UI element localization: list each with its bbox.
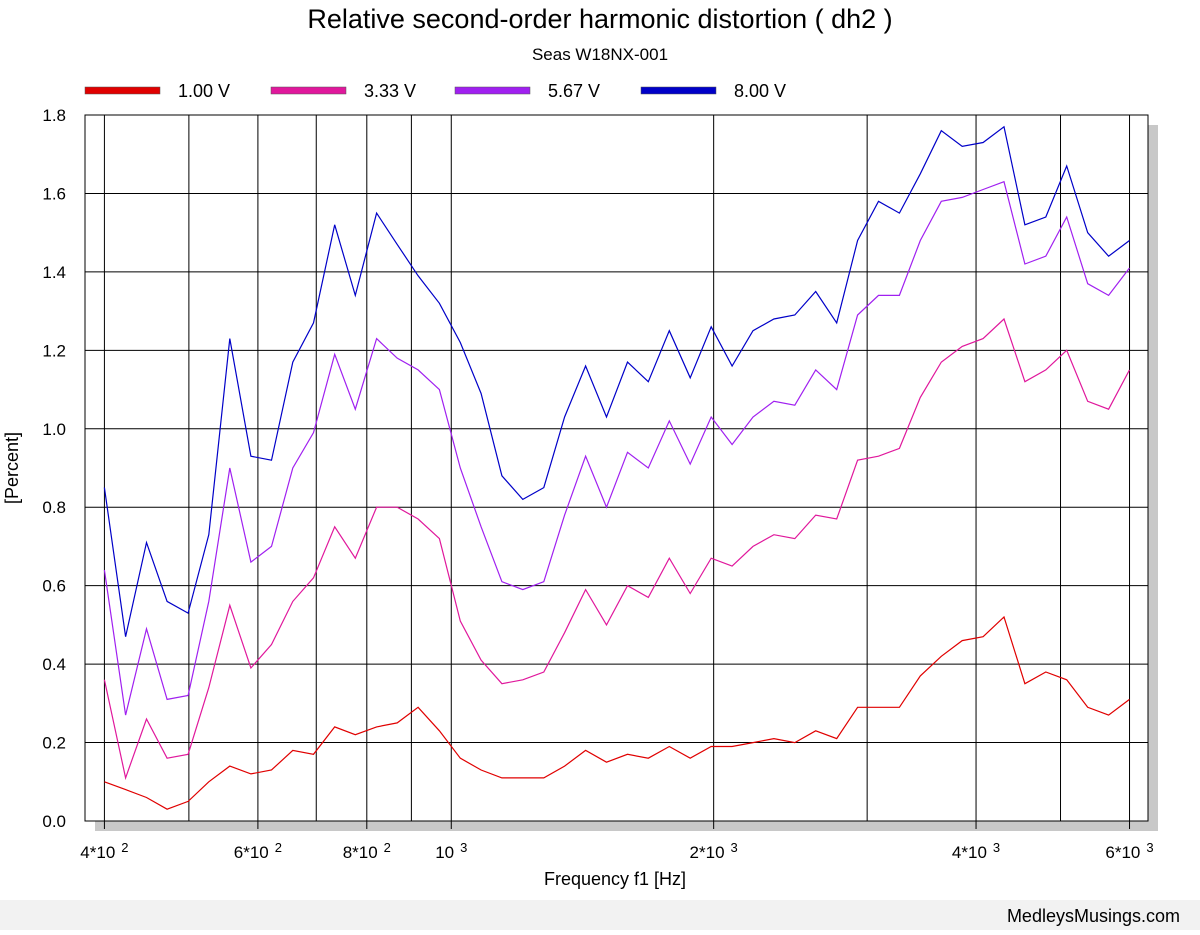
x-tick-label-base: 6*10 (1105, 843, 1140, 862)
y-tick-label: 0.2 (42, 734, 66, 753)
x-tick-label: 6*10 2 (234, 840, 282, 862)
x-tick-label-exponent: 2 (275, 840, 282, 855)
y-tick-label: 1.4 (42, 263, 66, 282)
y-tick-label: 1.2 (42, 341, 66, 360)
x-tick-label-exponent: 3 (460, 840, 467, 855)
series-line (103, 180, 1130, 716)
y-tick-label: 0.8 (42, 498, 66, 517)
legend-label: 8.00 V (734, 81, 786, 101)
legend-label: 1.00 V (178, 81, 230, 101)
x-tick-label-base: 2*10 (690, 843, 725, 862)
legend-label: 5.67 V (548, 81, 600, 101)
x-tick-label-exponent: 2 (121, 840, 128, 855)
x-tick-label: 6*10 3 (1105, 840, 1153, 862)
x-tick-label: 10 3 (435, 840, 467, 862)
legend-swatch (454, 86, 531, 95)
y-tick-label: 1.0 (42, 420, 66, 439)
series-line (104, 615, 1130, 810)
legend-swatch (84, 86, 161, 95)
legend-label: 3.33 V (364, 81, 416, 101)
x-tick-label-base: 10 (435, 843, 454, 862)
x-tick-label-base: 6*10 (234, 843, 269, 862)
y-tick-label: 0.0 (42, 812, 66, 831)
legend-swatch (270, 86, 347, 95)
x-tick-label-exponent: 3 (993, 840, 1000, 855)
footer-bar (0, 900, 1200, 930)
x-tick-label-base: 4*10 (80, 843, 115, 862)
legend-swatch (640, 86, 717, 95)
x-axis-label: Frequency f1 [Hz] (544, 869, 686, 889)
x-tick-label: 4*10 3 (952, 840, 1000, 862)
footer: MedleysMusings.com (1007, 906, 1180, 926)
x-tick-label: 8*10 2 (343, 840, 391, 862)
x-tick-label-exponent: 3 (1146, 840, 1153, 855)
x-tick-label: 4*10 2 (80, 840, 128, 862)
x-tick-label-base: 4*10 (952, 843, 987, 862)
y-tick-label: 0.6 (42, 577, 66, 596)
x-tick-label: 2*10 3 (690, 840, 738, 862)
plot-frame (84, 114, 1149, 822)
x-tick-label-exponent: 3 (731, 840, 738, 855)
y-tick-label: 1.8 (42, 106, 66, 125)
series-line (103, 125, 1130, 637)
x-tick-label-exponent: 2 (384, 840, 391, 855)
y-tick-label: 0.4 (42, 655, 66, 674)
chart-subtitle: Seas W18NX-001 (532, 45, 668, 64)
plot-area (85, 115, 1148, 821)
x-tick-label-base: 8*10 (343, 843, 378, 862)
chart-title: Relative second-order harmonic distortio… (307, 4, 892, 34)
series-line (103, 317, 1131, 781)
y-tick-label: 1.6 (42, 184, 66, 203)
y-axis-label: [Percent] (2, 432, 22, 504)
